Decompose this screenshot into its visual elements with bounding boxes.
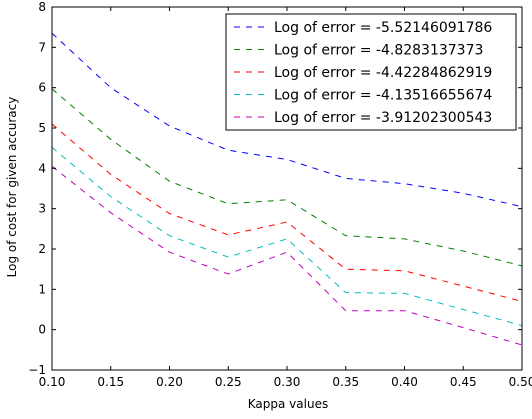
series-line-4 — [52, 147, 522, 325]
x-tick-label: 0.30 — [274, 375, 301, 389]
x-tick-label: 0.10 — [39, 375, 66, 389]
legend-entry-label: Log of error = -5.52146091786 — [274, 20, 492, 36]
x-tick-label: 0.20 — [156, 375, 183, 389]
x-tick-label: 0.35 — [332, 375, 359, 389]
y-tick-label: 7 — [38, 40, 46, 54]
x-tick-label: 0.45 — [450, 375, 477, 389]
y-tick-label: 5 — [38, 121, 46, 135]
x-tick-label: 0.25 — [215, 375, 242, 389]
y-tick-label: −1 — [28, 363, 46, 377]
x-tick-label: 0.40 — [391, 375, 418, 389]
y-tick-label: 3 — [38, 202, 46, 216]
legend-entry-label: Log of error = -3.91202300543 — [274, 110, 492, 126]
x-axis-label: Kappa values — [248, 397, 328, 411]
y-tick-label: 4 — [38, 161, 46, 175]
legend-entry-label: Log of error = -4.42284862919 — [274, 65, 492, 81]
legend-entry-label: Log of error = -4.8283137373 — [274, 43, 483, 59]
x-tick-label: 0.15 — [97, 375, 124, 389]
y-tick-label: 6 — [38, 81, 46, 95]
legend: Log of error = -5.52146091786 Log of erro… — [226, 14, 516, 130]
y-axis-label: Log of cost for given accuracy — [5, 97, 19, 278]
y-tick-label: 0 — [38, 323, 46, 337]
x-tick-label: 0.50 — [509, 375, 532, 389]
legend-entry-label: Log of error = -4.13516655674 — [274, 88, 492, 104]
y-tick-label: 8 — [38, 0, 46, 14]
y-tick-label: 2 — [38, 242, 46, 256]
series-line-5 — [52, 166, 522, 345]
y-tick-label: 1 — [38, 282, 46, 296]
series-line-3 — [52, 124, 522, 301]
